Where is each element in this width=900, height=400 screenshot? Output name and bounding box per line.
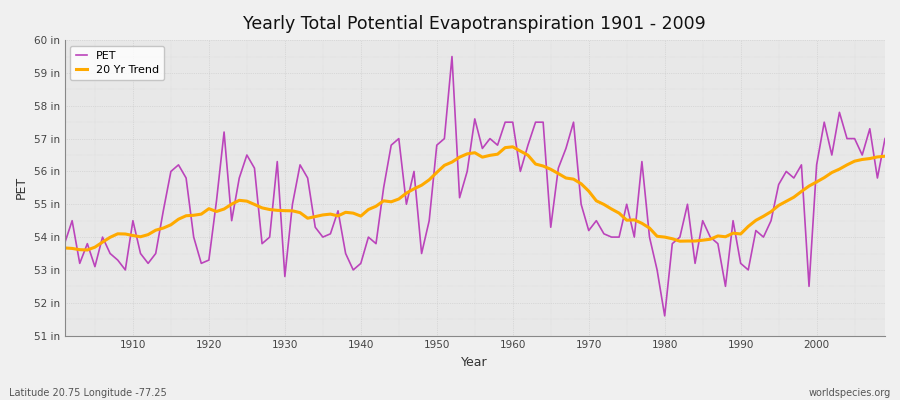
20 Yr Trend (614, 211, 625, 216)
20 Yr Trend (879, 154, 890, 159)
Text: Latitude 20.75 Longitude -77.25: Latitude 20.75 Longitude -77.25 (9, 388, 166, 398)
PET (120, 268, 130, 272)
20 Yr Trend (294, 210, 305, 215)
20 Yr Trend (82, 248, 93, 252)
X-axis label: Year: Year (462, 356, 488, 369)
PET (287, 202, 298, 207)
20 Yr Trend (523, 153, 534, 158)
Line: PET: PET (65, 56, 885, 316)
PET (508, 120, 518, 124)
PET (59, 241, 70, 246)
PET (333, 208, 344, 213)
20 Yr Trend (508, 144, 518, 149)
20 Yr Trend (515, 149, 526, 154)
Line: 20 Yr Trend: 20 Yr Trend (65, 147, 885, 250)
PET (446, 54, 457, 59)
Title: Yearly Total Potential Evapotranspiration 1901 - 2009: Yearly Total Potential Evapotranspiratio… (243, 15, 706, 33)
Y-axis label: PET: PET (15, 176, 28, 200)
20 Yr Trend (59, 246, 70, 250)
PET (660, 314, 670, 318)
PET (606, 235, 616, 240)
Text: worldspecies.org: worldspecies.org (809, 388, 891, 398)
20 Yr Trend (128, 233, 139, 238)
Legend: PET, 20 Yr Trend: PET, 20 Yr Trend (70, 46, 165, 80)
PET (879, 136, 890, 141)
20 Yr Trend (340, 210, 351, 215)
PET (515, 169, 526, 174)
